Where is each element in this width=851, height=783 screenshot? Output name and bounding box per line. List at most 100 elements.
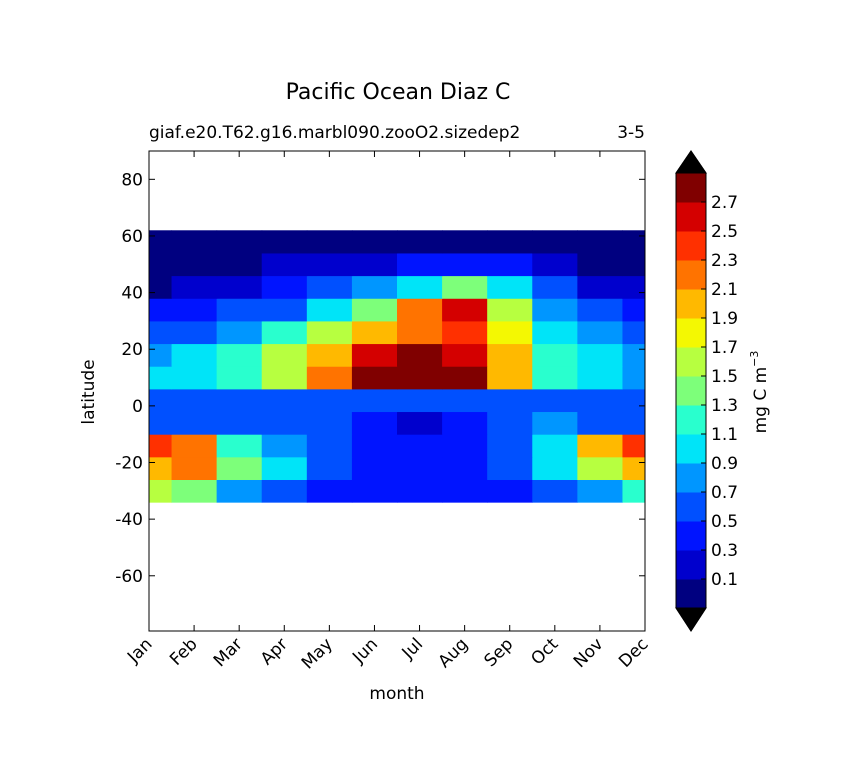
contour-cell	[577, 479, 623, 503]
contour-cell	[532, 320, 578, 345]
contour-cell	[261, 320, 308, 345]
contour-cell	[442, 388, 488, 413]
contour-cell	[397, 388, 443, 413]
contour-cell	[487, 479, 533, 503]
contour-cell	[532, 479, 578, 503]
contour-cell	[261, 456, 308, 480]
contour-cell	[351, 434, 398, 458]
colorbar-segment	[676, 434, 706, 464]
colorbar-tick-label: 2.7	[711, 193, 738, 213]
contour-cell	[261, 411, 308, 435]
contour-cell	[149, 411, 173, 435]
contour-cell	[149, 230, 173, 254]
contour-cell	[216, 275, 263, 299]
contour-cell	[351, 456, 398, 480]
contour-cell	[487, 411, 533, 435]
subtitle-left: giaf.e20.T62.g16.marbl090.zooO2.sizedep2	[149, 123, 520, 143]
colorbar-label-sup: −3	[748, 351, 761, 367]
contour-cell	[622, 366, 646, 390]
contour-cell	[306, 230, 353, 254]
colorbar-tick-label: 2.1	[711, 280, 738, 300]
contour-cell	[397, 479, 443, 503]
contour-cell	[171, 366, 218, 390]
contour-cell	[442, 434, 488, 458]
contour-cell	[532, 388, 578, 413]
subtitle-right: 3-5	[617, 123, 645, 143]
contour-cell	[171, 411, 218, 435]
contour-cell	[397, 252, 443, 277]
contour-cell	[487, 366, 533, 390]
contour-cell	[171, 275, 218, 299]
contour-cell	[306, 411, 353, 435]
contour-cell	[532, 456, 578, 480]
x-tick-label: Jan	[123, 634, 156, 667]
contour-cell	[351, 388, 398, 413]
contour-cell	[577, 230, 623, 254]
contour-cell	[216, 298, 263, 322]
colorbar-label: mg C m−3	[748, 351, 771, 434]
contour-cell	[171, 456, 218, 480]
contour-cell	[216, 434, 263, 458]
contour-cell	[397, 411, 443, 435]
contour-cell	[622, 252, 646, 277]
colorbar-segment	[676, 463, 706, 493]
contour-cell	[306, 320, 353, 345]
colorbar-tick-label: 0.1	[711, 570, 738, 590]
contour-cell	[171, 230, 218, 254]
contour-cell	[577, 366, 623, 390]
contour-cell	[306, 434, 353, 458]
contour-cell	[442, 230, 488, 254]
contour-cell	[577, 298, 623, 322]
contour-cell	[261, 479, 308, 503]
contour-cell	[622, 275, 646, 299]
contour-cell	[442, 479, 488, 503]
contour-cell	[149, 479, 173, 503]
contour-cell	[487, 320, 533, 345]
contour-cell	[149, 343, 173, 367]
contour-cell	[622, 343, 646, 367]
contour-cell	[487, 388, 533, 413]
colorbar-tick-label: 0.5	[711, 512, 738, 532]
colorbar-segment	[676, 579, 706, 609]
contour-cell	[261, 366, 308, 390]
contour-cell	[306, 275, 353, 299]
contour-cell	[487, 230, 533, 254]
contour-cell	[622, 434, 646, 458]
x-tick-label: Nov	[570, 634, 608, 672]
contour-cell	[216, 230, 263, 254]
contour-cell	[351, 252, 398, 277]
contour-cell	[351, 479, 398, 503]
contour-cell	[577, 320, 623, 345]
contour-cell	[306, 252, 353, 277]
x-tick-label: May	[298, 634, 337, 673]
contour-cell	[532, 252, 578, 277]
contour-cell	[261, 388, 308, 413]
contour-cell	[397, 343, 443, 367]
x-axis-label: month	[369, 684, 424, 704]
contour-cell	[306, 366, 353, 390]
colorbar-frame	[675, 150, 707, 632]
y-axis-label: latitude	[79, 359, 99, 424]
contour-cell	[216, 479, 263, 503]
contour-cell	[171, 343, 218, 367]
colorbar-segment	[676, 376, 706, 406]
colorbar-tick-label: 1.1	[711, 425, 738, 445]
y-tick-label: 60	[121, 227, 143, 247]
contour-cell	[216, 456, 263, 480]
contour-cell	[216, 411, 263, 435]
contour-cell	[622, 479, 646, 503]
colorbar-label-main: mg C m	[751, 367, 771, 434]
contour-cell	[149, 275, 173, 299]
y-tick-label: 20	[121, 340, 143, 360]
y-tick-label: 40	[121, 284, 143, 304]
colorbar-tick-label: 1.9	[711, 309, 738, 329]
contour-cell	[306, 343, 353, 367]
contour-cell	[261, 434, 308, 458]
colorbar-tick-label: 2.3	[711, 251, 738, 271]
colorbar-segment	[676, 173, 706, 203]
x-tick-label: Jul	[398, 634, 427, 663]
contour-cell	[622, 230, 646, 254]
contour-cell	[532, 298, 578, 322]
contour-cell	[351, 298, 398, 322]
